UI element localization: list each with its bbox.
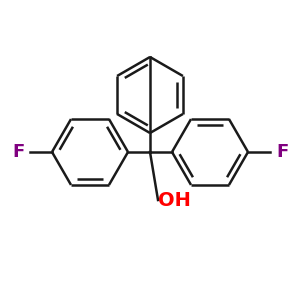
Text: F: F [276, 143, 288, 161]
Text: OH: OH [158, 190, 191, 209]
Text: F: F [12, 143, 24, 161]
